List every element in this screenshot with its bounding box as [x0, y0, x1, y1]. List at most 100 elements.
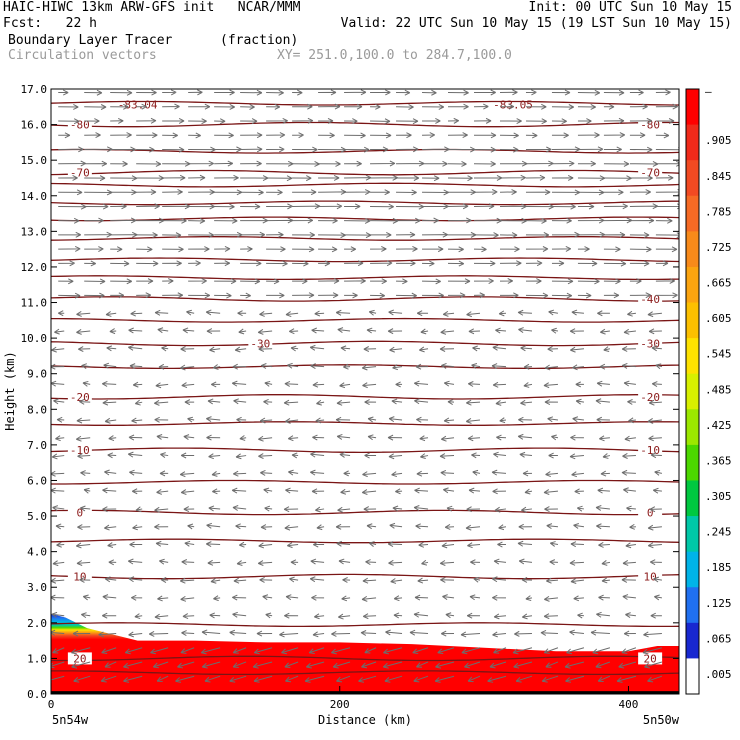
- wind-vector: [422, 292, 444, 299]
- wind-vector: [136, 246, 153, 253]
- wind-vector: [238, 328, 247, 335]
- wind-vector: [388, 416, 403, 423]
- wind-vector: [258, 453, 273, 459]
- wind-vector: [651, 345, 662, 352]
- wind-vector: [489, 661, 507, 669]
- wind-vector: [266, 117, 288, 124]
- wind-vector: [577, 189, 605, 196]
- wind-vector: [136, 117, 157, 124]
- wind-vector: [396, 292, 418, 299]
- wind-vector: [257, 560, 273, 566]
- wind-vector: [473, 203, 495, 210]
- wind-vector: [110, 292, 125, 299]
- wind-vector: [162, 217, 187, 224]
- isotherm-label: -80: [70, 119, 90, 132]
- wind-vector: [525, 246, 549, 252]
- wind-vector: [499, 146, 519, 153]
- wind-vector: [314, 310, 325, 317]
- wind-vector: [648, 328, 662, 335]
- wind-vector: [344, 118, 358, 125]
- isotherm-line: [51, 216, 679, 222]
- wind-vector: [448, 146, 476, 153]
- wind-vector: [647, 524, 662, 531]
- wind-vector: [58, 174, 78, 181]
- wind-vector: [318, 103, 341, 110]
- wind-vector: [102, 594, 117, 601]
- wind-vector: [84, 217, 104, 224]
- wind-vector: [364, 452, 377, 459]
- wind-vector: [468, 328, 481, 335]
- wind-vector: [310, 469, 325, 476]
- wind-vector: [184, 540, 195, 547]
- wind-vector: [188, 160, 214, 167]
- wind-vector: [76, 560, 91, 566]
- wind-vector: [655, 278, 675, 284]
- wind-vector: [388, 559, 403, 566]
- wind-vector: [310, 363, 325, 370]
- wind-vector: [396, 260, 416, 267]
- wind-vector: [311, 594, 325, 601]
- wind-vector: [84, 189, 113, 196]
- isotherm-label: 0: [647, 507, 654, 520]
- colorbar-label: .065: [705, 632, 732, 645]
- wind-vector: [546, 523, 559, 530]
- y-tick-label: 1.0: [27, 652, 47, 665]
- colorbar-label: .125: [705, 597, 732, 610]
- wind-vector: [212, 488, 221, 495]
- wind-vector: [513, 661, 533, 669]
- wind-vector: [598, 541, 610, 548]
- wind-vector: [495, 327, 507, 334]
- y-tick-label: 2.0: [27, 617, 47, 630]
- wind-vector: [525, 160, 554, 167]
- wind-vector: [177, 661, 195, 669]
- wind-vector: [253, 675, 273, 683]
- wind-vector: [471, 452, 481, 459]
- colorbar-swatch: [686, 231, 699, 268]
- isotherm-line: [51, 236, 679, 241]
- colorbar-swatch: [686, 373, 699, 410]
- wind-vector: [629, 189, 651, 196]
- wind-vector: [58, 132, 71, 139]
- wind-vector: [259, 311, 273, 317]
- wind-vector: [413, 505, 429, 511]
- wind-vector: [76, 328, 91, 335]
- wind-vector: [180, 452, 195, 459]
- wind-vector: [521, 613, 533, 620]
- wind-vector: [650, 452, 662, 459]
- wind-vector: [188, 118, 207, 125]
- wind-vector: [179, 577, 195, 584]
- wind-vector: [101, 647, 117, 654]
- wind-vector: [464, 661, 481, 669]
- wind-vector: [655, 363, 663, 370]
- wind-vector: [384, 675, 403, 683]
- wind-vector: [78, 346, 91, 352]
- wind-vector: [499, 174, 526, 181]
- wind-vector: [136, 203, 160, 210]
- wind-vector: [629, 203, 658, 210]
- isotherm-line: [51, 509, 679, 516]
- isotherm-line: [51, 275, 679, 281]
- wind-vector: [370, 231, 392, 238]
- wind-vector: [577, 160, 596, 167]
- wind-vector: [603, 160, 630, 167]
- field-title: Boundary Layer Tracer: [8, 33, 173, 48]
- wind-vector: [331, 630, 351, 637]
- colorbar-swatch: [686, 124, 699, 161]
- colorbar-label: .545: [705, 348, 732, 361]
- wind-vector: [213, 595, 221, 602]
- wind-vector: [603, 89, 625, 96]
- isotherm-line: [51, 622, 679, 628]
- wind-vector: [551, 203, 576, 210]
- wind-vector: [58, 203, 87, 210]
- wind-vector: [643, 631, 662, 638]
- wind-vector: [336, 675, 351, 683]
- wind-vector: [180, 346, 195, 352]
- wind-vector: [110, 278, 133, 285]
- wind-vector: [266, 231, 284, 238]
- wind-vector: [240, 231, 266, 238]
- wind-vector: [629, 103, 648, 110]
- wind-vector: [599, 435, 610, 442]
- wind-vector: [577, 260, 598, 267]
- wind-vector: [391, 471, 403, 478]
- right-endpoint-label: 5n50w: [643, 713, 680, 727]
